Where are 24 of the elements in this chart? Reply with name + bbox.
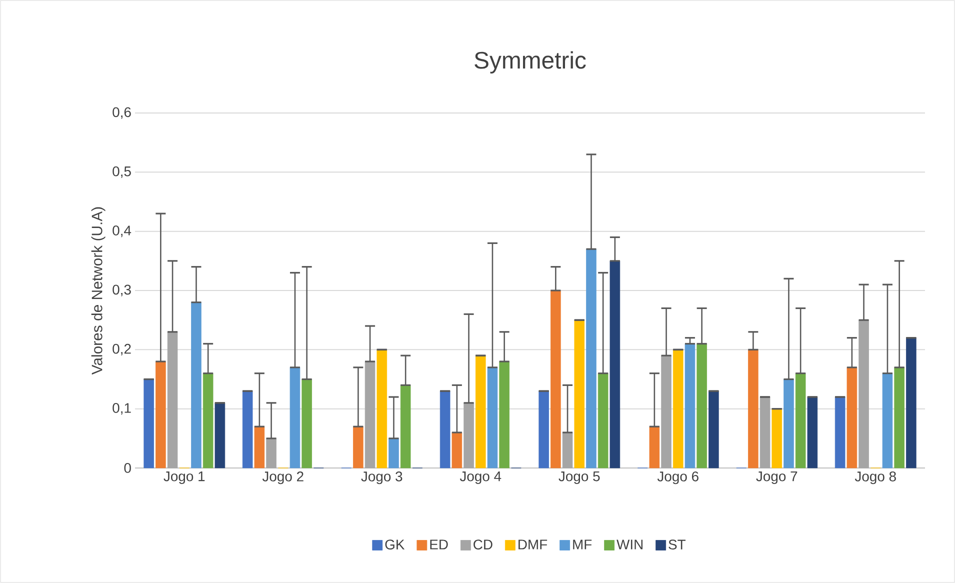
x-tick-label: Jogo 3 <box>361 471 402 484</box>
x-tick-label: Jogo 6 <box>657 471 698 484</box>
y-tick-label: 0,5 <box>112 166 131 178</box>
y-tick-label: 0,3 <box>112 284 131 296</box>
x-tick-label: Jogo 4 <box>460 472 502 484</box>
legend-label: ST <box>668 540 686 550</box>
x-tick-label: Jogo 7 <box>756 472 798 484</box>
y-tick-label: 0,6 <box>112 107 131 119</box>
legend-label: CD <box>474 540 492 550</box>
legend-label: DMF <box>518 540 548 550</box>
y-tick-label: 0 <box>124 463 131 473</box>
legend-label: WIN <box>616 540 642 550</box>
legend-label: GK <box>385 540 405 550</box>
legend-label: MF <box>573 540 592 550</box>
x-tick-label: Jogo 2 <box>262 471 304 484</box>
chart-title: Symmetric <box>474 51 586 74</box>
y-tick-label: 0,2 <box>112 344 131 356</box>
y-axis-title: Valores de Network (U.A) <box>91 207 106 375</box>
y-tick-label: 0,1 <box>112 403 131 415</box>
legend-label: ED <box>430 540 448 550</box>
x-tick-label: Jogo 5 <box>558 472 600 484</box>
x-tick-label: Jogo 8 <box>854 471 896 484</box>
y-tick-label: 0,4 <box>112 226 132 238</box>
x-tick-label: Jogo 1 <box>164 472 205 484</box>
